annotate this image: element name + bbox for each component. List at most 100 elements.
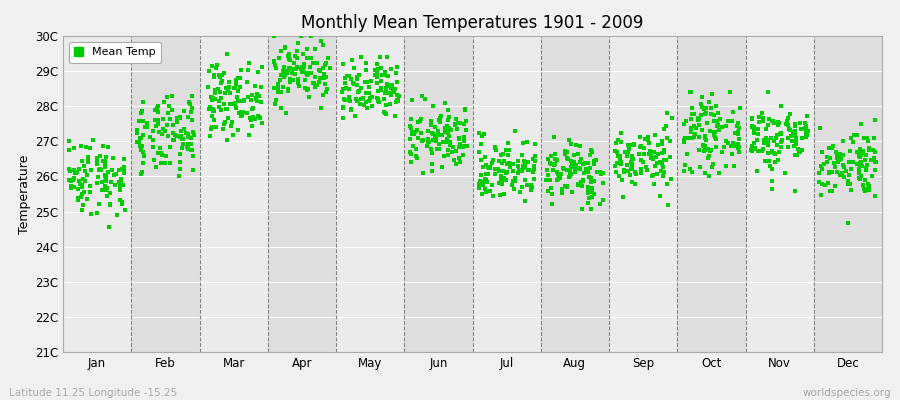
Point	[698, 143, 712, 150]
Point	[112, 181, 127, 187]
Point	[656, 168, 670, 175]
Point	[751, 168, 765, 174]
Point	[371, 88, 385, 94]
Point	[418, 96, 432, 102]
Point	[155, 152, 169, 158]
Point	[760, 138, 775, 144]
Point	[390, 64, 404, 70]
Point	[176, 141, 190, 148]
Point	[451, 120, 465, 126]
Point	[92, 167, 106, 173]
Point	[415, 92, 429, 99]
Point	[184, 141, 198, 147]
Point	[82, 145, 96, 151]
Point	[680, 151, 694, 157]
Point	[812, 178, 826, 185]
Point	[617, 168, 632, 175]
Point	[472, 130, 486, 136]
Point	[240, 110, 255, 116]
Point	[443, 142, 457, 148]
Point	[170, 119, 184, 125]
Point	[560, 167, 574, 174]
Point	[488, 171, 502, 177]
Point	[341, 97, 356, 103]
Point	[613, 155, 627, 161]
Point	[377, 96, 392, 102]
Point	[704, 110, 718, 117]
Point	[747, 128, 761, 134]
Point	[562, 172, 577, 179]
Point	[177, 108, 192, 114]
Point	[496, 168, 510, 175]
Point	[744, 143, 759, 150]
Point	[844, 187, 859, 193]
Point	[288, 66, 302, 72]
Point	[582, 152, 597, 158]
Point	[731, 145, 745, 151]
Point	[850, 161, 864, 167]
Point	[514, 184, 528, 190]
Point	[517, 158, 531, 164]
Point	[725, 142, 740, 149]
Point	[428, 138, 443, 144]
Point	[344, 76, 358, 82]
Point	[133, 143, 148, 149]
Point	[278, 44, 293, 51]
Point	[832, 156, 846, 163]
Point	[296, 66, 310, 73]
Point	[421, 128, 436, 135]
Point	[628, 169, 643, 175]
Point	[224, 123, 238, 129]
Point	[218, 119, 232, 126]
Point	[814, 162, 828, 169]
Point	[130, 127, 145, 133]
Point	[578, 160, 592, 166]
Point	[216, 100, 230, 107]
Point	[639, 163, 653, 170]
Point	[765, 118, 779, 124]
Point	[276, 64, 291, 71]
Point	[452, 154, 466, 161]
Point	[220, 87, 235, 93]
Point	[572, 165, 586, 171]
Point	[852, 174, 867, 181]
Point	[249, 90, 264, 97]
Point	[291, 40, 305, 46]
Point	[624, 142, 638, 148]
Point	[202, 68, 216, 74]
Point	[650, 160, 664, 166]
Point	[410, 119, 425, 125]
Point	[554, 171, 568, 178]
Point	[278, 72, 293, 78]
Point	[115, 199, 130, 205]
Point	[285, 70, 300, 77]
Point	[472, 185, 487, 191]
Point	[835, 138, 850, 144]
Point	[480, 179, 494, 185]
Point	[699, 110, 714, 116]
Point	[441, 152, 455, 158]
Point	[497, 175, 511, 181]
Point	[283, 57, 297, 64]
Point	[426, 103, 440, 109]
Point	[294, 33, 309, 39]
Point	[688, 130, 702, 137]
Point	[182, 134, 196, 140]
Y-axis label: Temperature: Temperature	[18, 154, 31, 234]
Point	[560, 182, 574, 189]
Point	[707, 132, 722, 138]
Point	[866, 147, 880, 153]
Point	[300, 70, 314, 76]
Point	[511, 167, 526, 174]
Point	[301, 70, 315, 77]
Point	[63, 168, 77, 175]
Point	[677, 168, 691, 174]
Point	[703, 128, 717, 134]
Point	[241, 132, 256, 139]
Point	[745, 148, 760, 154]
Point	[104, 179, 119, 186]
Point	[823, 188, 837, 194]
Point	[318, 62, 332, 68]
Point	[478, 154, 492, 161]
Point	[573, 156, 588, 162]
